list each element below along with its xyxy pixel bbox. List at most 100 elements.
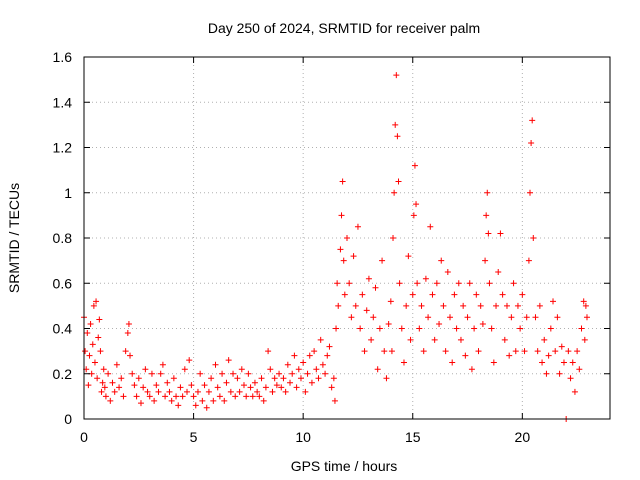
data-point [521, 348, 528, 355]
data-point [427, 223, 434, 230]
data-point [556, 370, 563, 377]
data-point [506, 352, 513, 359]
data-point [137, 400, 144, 407]
data-point [308, 379, 315, 386]
data-point [433, 280, 440, 287]
data-point [219, 370, 226, 377]
data-point [422, 275, 429, 282]
data-point [311, 348, 318, 355]
data-point [379, 257, 386, 264]
data-point [184, 388, 191, 395]
data-point [214, 384, 221, 391]
data-point [368, 336, 375, 343]
data-point [517, 325, 524, 332]
data-point [484, 189, 491, 196]
data-point [466, 280, 473, 287]
data-point [199, 397, 206, 404]
data-points [81, 72, 590, 422]
data-point [341, 291, 348, 298]
data-point [188, 382, 195, 389]
data-point [569, 359, 576, 366]
data-point [105, 370, 112, 377]
y-tick-label: 1.2 [53, 140, 73, 156]
data-point [348, 314, 355, 321]
data-point [429, 291, 436, 298]
data-point [101, 384, 108, 391]
data-point [254, 388, 261, 395]
data-point [385, 320, 392, 327]
data-point [86, 352, 93, 359]
data-point [280, 375, 287, 382]
data-point [317, 336, 324, 343]
data-point [447, 314, 454, 321]
data-point [265, 348, 272, 355]
data-point [512, 348, 519, 355]
data-point [216, 393, 223, 400]
data-point [523, 314, 530, 321]
data-point [319, 361, 326, 368]
data-point [247, 384, 254, 391]
data-point [205, 388, 212, 395]
data-point [157, 370, 164, 377]
y-tick-label: 1.4 [53, 94, 73, 110]
data-point [328, 384, 335, 391]
data-point [449, 359, 456, 366]
data-point [438, 257, 445, 264]
data-point [444, 268, 451, 275]
data-point [407, 336, 414, 343]
data-point [495, 268, 502, 275]
data-point [293, 384, 300, 391]
data-point [508, 314, 515, 321]
y-tick-label: 1.6 [53, 49, 73, 65]
data-point [118, 375, 125, 382]
data-point [539, 359, 546, 366]
data-point [479, 320, 486, 327]
data-point [251, 379, 258, 386]
data-point [473, 291, 480, 298]
data-point [398, 325, 405, 332]
data-point [547, 325, 554, 332]
data-point [534, 348, 541, 355]
data-point [197, 370, 204, 377]
data-point [212, 361, 219, 368]
data-point [477, 302, 484, 309]
data-point [164, 379, 171, 386]
data-point [383, 375, 390, 382]
data-point [388, 348, 395, 355]
data-point [392, 121, 399, 128]
data-point [528, 139, 535, 146]
data-point [155, 388, 162, 395]
data-point [357, 325, 364, 332]
data-point [413, 201, 420, 208]
y-tick-label: 0 [64, 411, 72, 427]
data-point [574, 348, 581, 355]
data-point [529, 117, 536, 124]
data-point [436, 320, 443, 327]
data-point [186, 357, 193, 364]
y-tick-label: 0.4 [53, 321, 73, 337]
data-point [125, 320, 132, 327]
data-point [381, 348, 388, 355]
data-point [352, 302, 359, 309]
data-point [359, 291, 366, 298]
data-point [344, 235, 350, 241]
data-point [181, 366, 188, 373]
data-point [302, 388, 309, 395]
data-point [98, 388, 105, 395]
data-point [140, 384, 147, 391]
data-point [85, 382, 92, 389]
data-point [135, 375, 142, 382]
data-point [142, 366, 149, 373]
data-point [471, 325, 478, 332]
data-point [418, 302, 425, 309]
data-point [581, 336, 588, 343]
data-point [431, 336, 438, 343]
data-point [482, 257, 489, 264]
data-point [514, 302, 521, 309]
data-point [192, 402, 199, 409]
data-point [91, 359, 98, 366]
data-point [400, 359, 407, 366]
data-point [273, 382, 280, 389]
data-point [527, 189, 534, 196]
data-point [89, 341, 96, 348]
